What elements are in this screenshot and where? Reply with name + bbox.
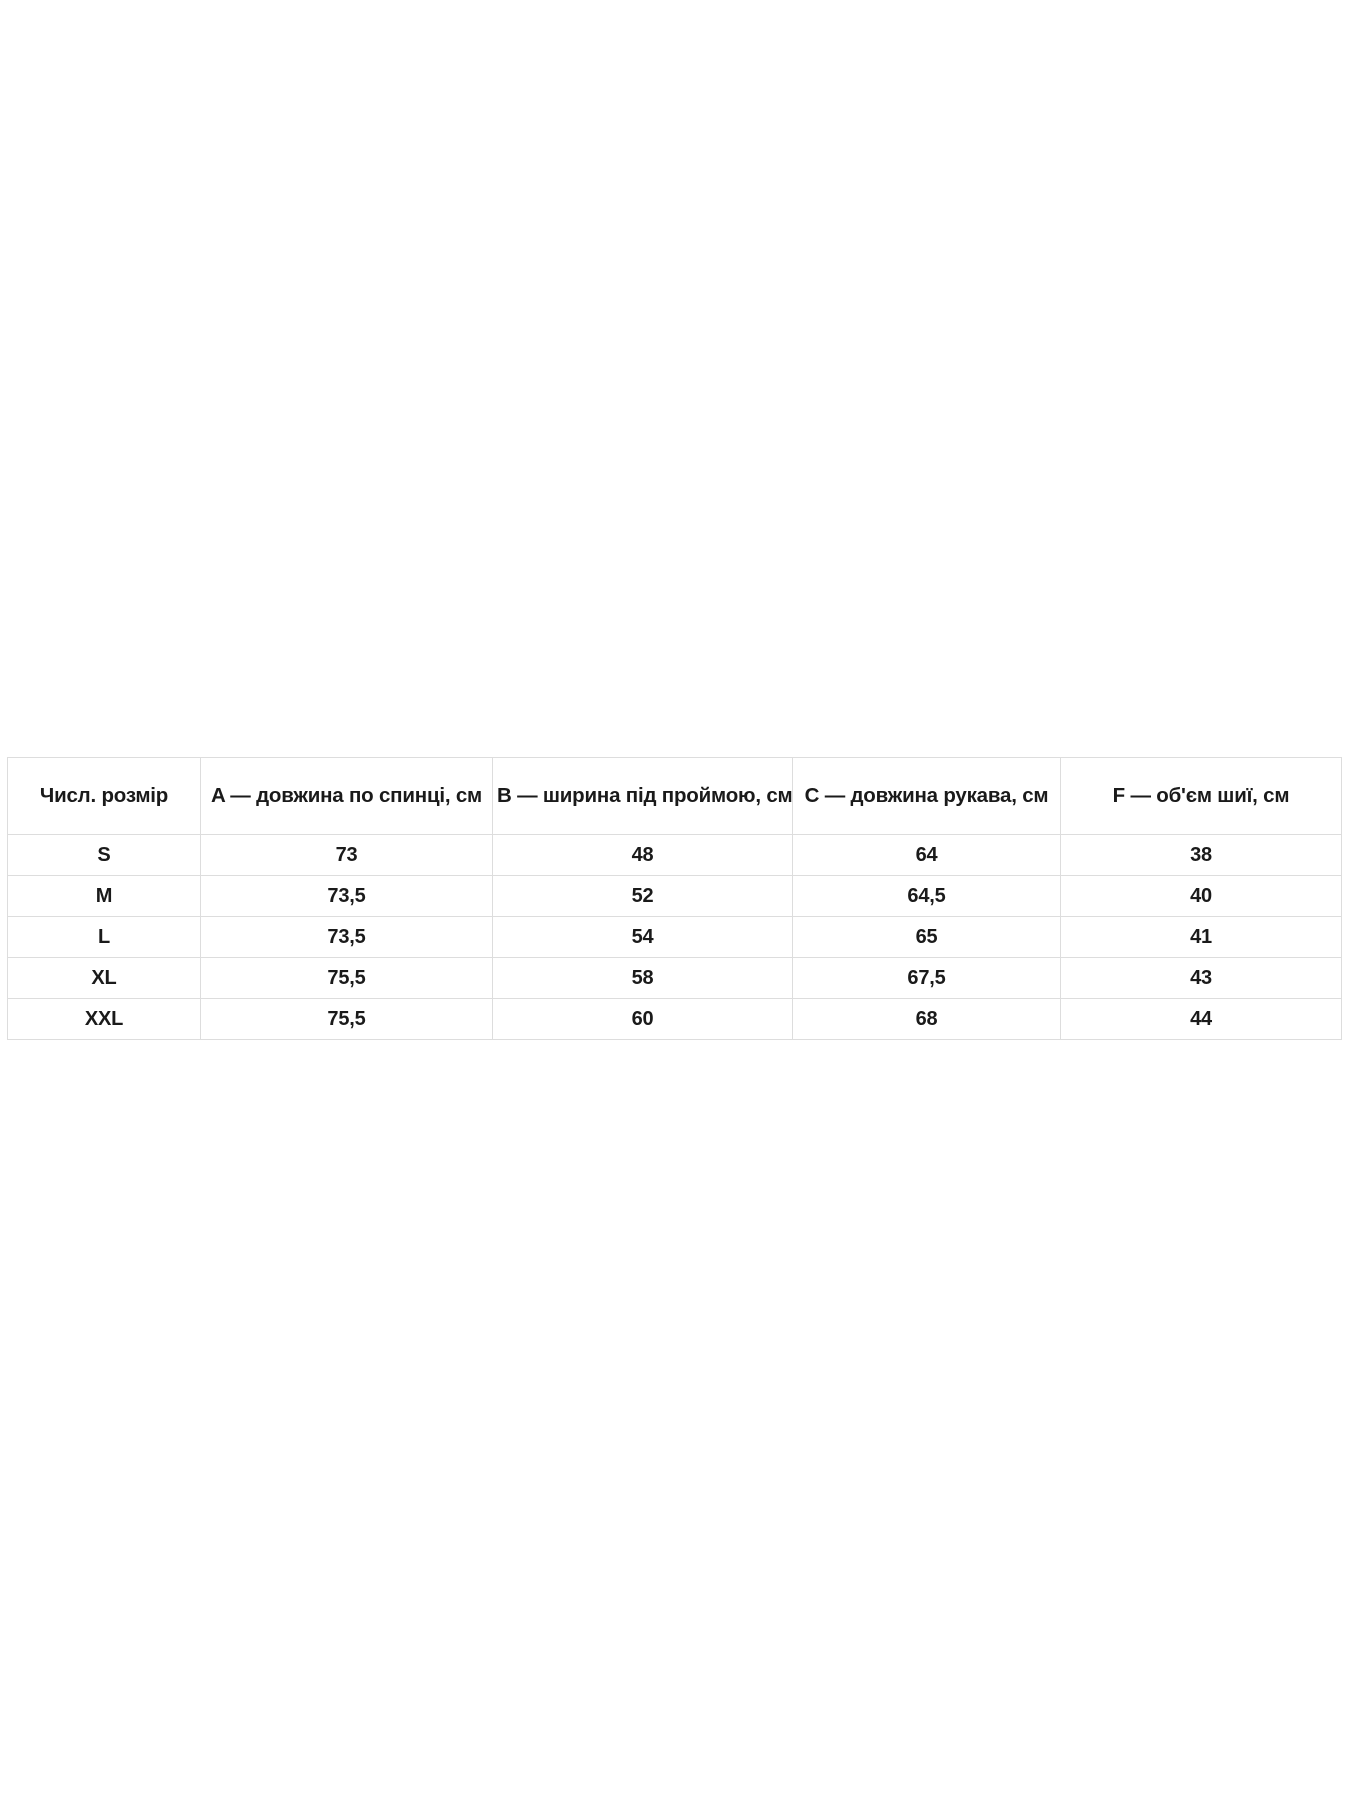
table-row: M 73,5 52 64,5 40 bbox=[7, 875, 1342, 917]
cell-c: 64 bbox=[792, 834, 1061, 876]
cell-c: 67,5 bbox=[792, 957, 1061, 999]
cell-b: 58 bbox=[492, 957, 793, 999]
cell-f: 44 bbox=[1060, 998, 1342, 1040]
cell-size: XXL bbox=[7, 998, 201, 1040]
cell-size: L bbox=[7, 916, 201, 958]
table-header: Числ. розмір A — довжина по спинці, см B… bbox=[7, 757, 1342, 835]
size-chart-table: Числ. розмір A — довжина по спинці, см B… bbox=[7, 757, 1342, 1040]
cell-size: XL bbox=[7, 957, 201, 999]
size-chart-container: Числ. розмір A — довжина по спинці, см B… bbox=[7, 757, 1342, 1040]
column-header-f-neck-girth: F — об'єм шиї, см bbox=[1060, 757, 1342, 835]
table-row: XL 75,5 58 67,5 43 bbox=[7, 957, 1342, 999]
cell-f: 38 bbox=[1060, 834, 1342, 876]
cell-size: S bbox=[7, 834, 201, 876]
cell-size: M bbox=[7, 875, 201, 917]
cell-c: 64,5 bbox=[792, 875, 1061, 917]
column-header-size: Числ. розмір bbox=[7, 757, 201, 835]
table-header-row: Числ. розмір A — довжина по спинці, см B… bbox=[7, 757, 1342, 835]
cell-b: 52 bbox=[492, 875, 793, 917]
table-row: L 73,5 54 65 41 bbox=[7, 916, 1342, 958]
cell-c: 68 bbox=[792, 998, 1061, 1040]
table-row: S 73 48 64 38 bbox=[7, 834, 1342, 876]
cell-f: 41 bbox=[1060, 916, 1342, 958]
cell-a: 73,5 bbox=[200, 875, 493, 917]
cell-f: 43 bbox=[1060, 957, 1342, 999]
column-header-c-sleeve-length: C — довжина рукава, см bbox=[792, 757, 1061, 835]
table-row: XXL 75,5 60 68 44 bbox=[7, 998, 1342, 1040]
cell-b: 60 bbox=[492, 998, 793, 1040]
cell-b: 54 bbox=[492, 916, 793, 958]
cell-a: 75,5 bbox=[200, 998, 493, 1040]
cell-b: 48 bbox=[492, 834, 793, 876]
cell-a: 73,5 bbox=[200, 916, 493, 958]
cell-f: 40 bbox=[1060, 875, 1342, 917]
column-header-a-back-length: A — довжина по спинці, см bbox=[200, 757, 493, 835]
cell-a: 75,5 bbox=[200, 957, 493, 999]
cell-a: 73 bbox=[200, 834, 493, 876]
table-body: S 73 48 64 38 M 73,5 52 64,5 40 L 73,5 5… bbox=[7, 834, 1342, 1040]
cell-c: 65 bbox=[792, 916, 1061, 958]
column-header-b-chest-width: B — ширина під проймою, см bbox=[492, 757, 793, 835]
